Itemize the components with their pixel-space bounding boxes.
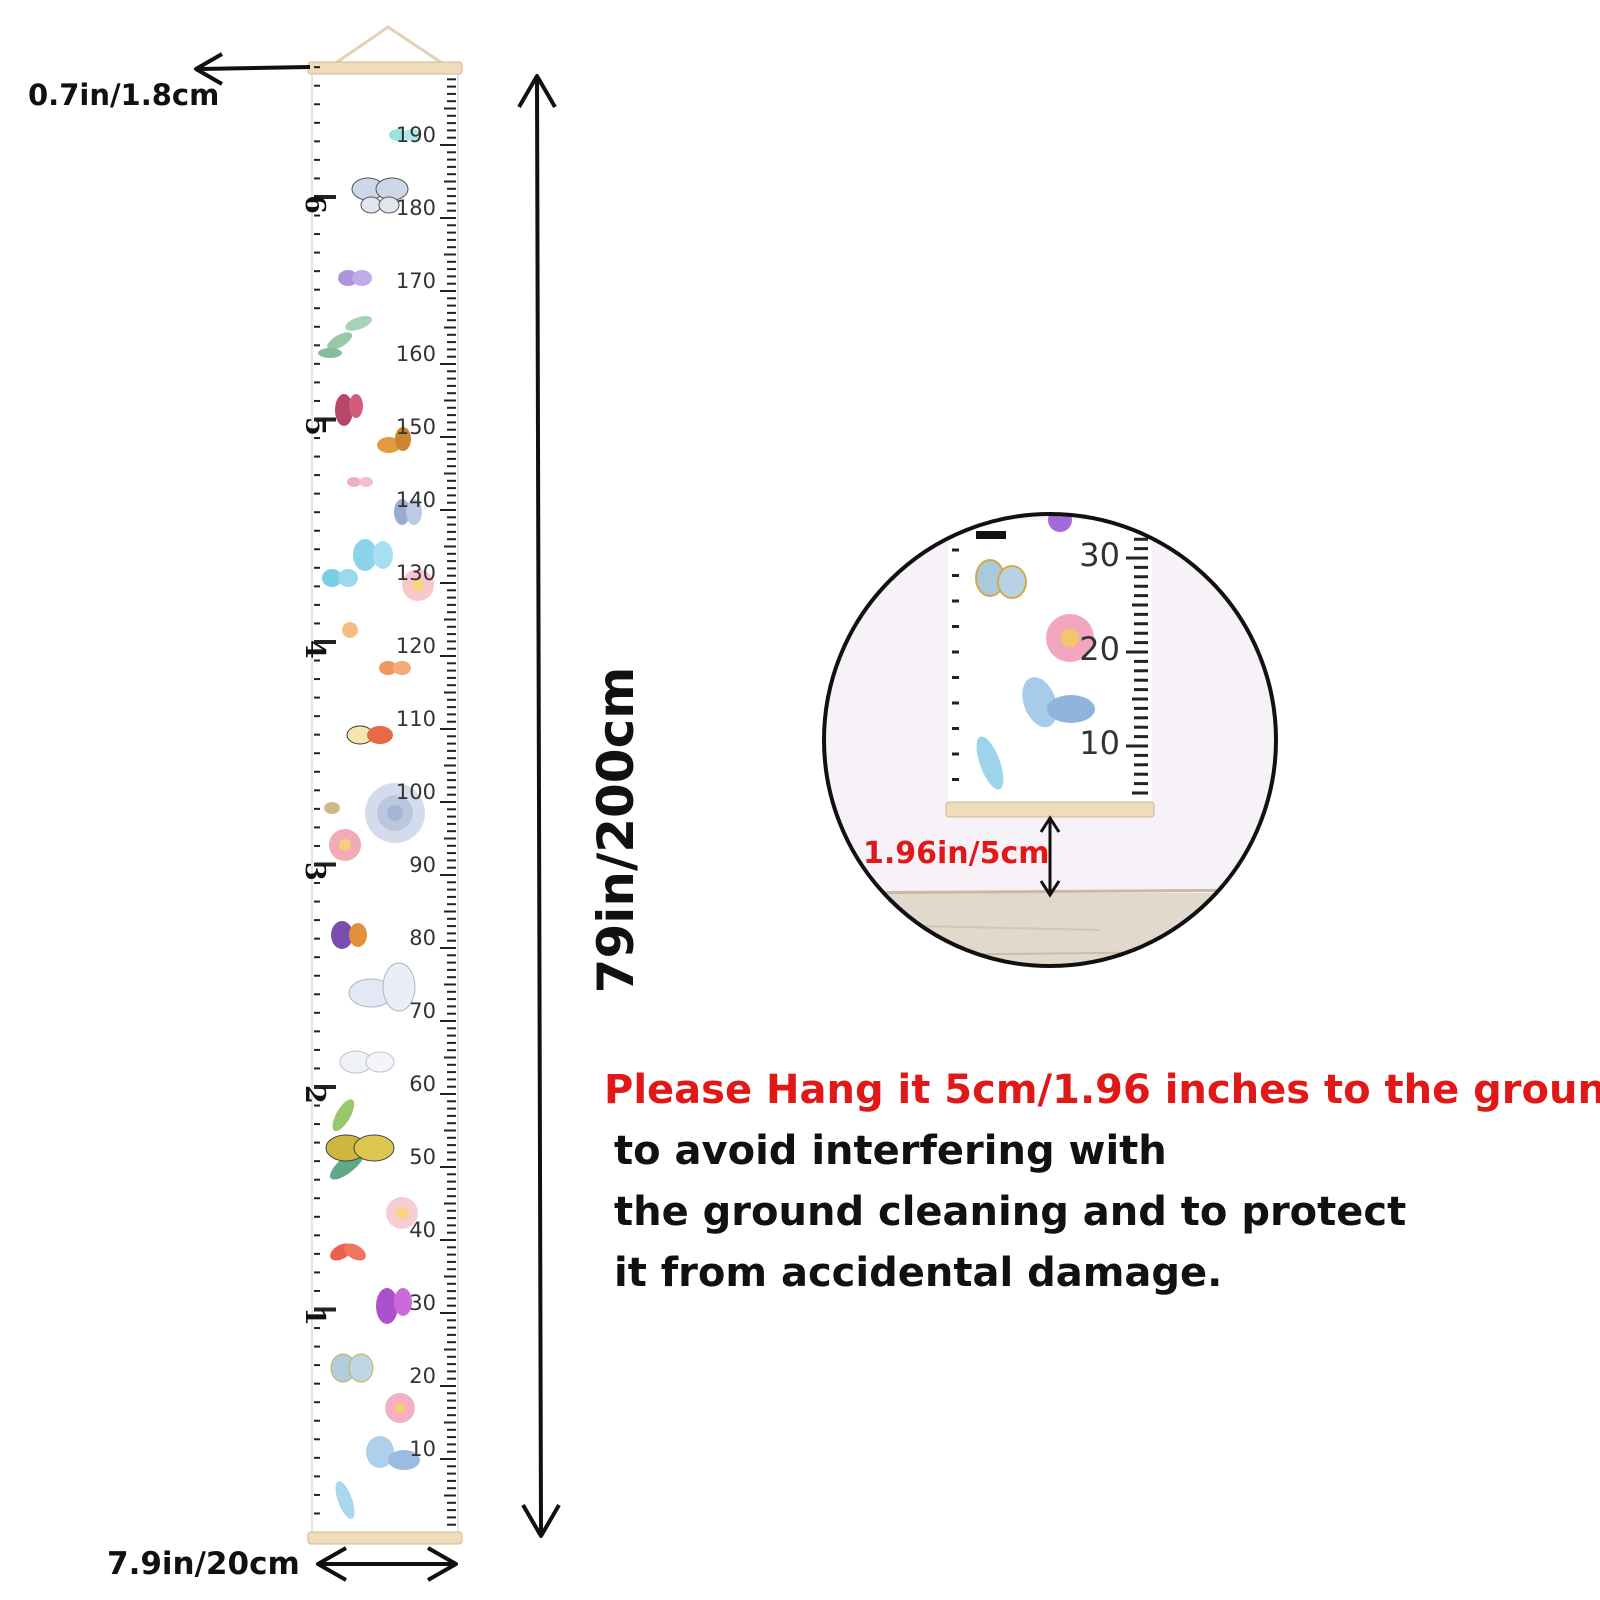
butterfly-icon [331,921,367,949]
height-arrow [517,74,561,1538]
zoom-cm-label: 30 [1079,536,1120,574]
butterfly-icon [325,1134,395,1162]
cm-label: 10 [409,1437,436,1461]
cm-label: 20 [409,1364,436,1388]
cm-label: 70 [409,999,436,1023]
height-label: 79in/200cm [587,666,645,994]
top-wooden-rod [307,61,463,75]
feather-icon [335,1481,355,1519]
ruler-ticks [314,66,456,1526]
floor [824,893,1276,966]
cm-label: 80 [409,926,436,950]
butterfly-icon [339,1050,395,1074]
top-rod-arrow [194,52,311,86]
zoom-cm-label: 10 [1079,724,1120,762]
zoom-circle-border [822,512,1278,968]
zoom-bottom-rod [945,801,1155,818]
foot-label: 6 [299,194,330,214]
cm-label: 90 [409,853,436,877]
width-arrow [316,1546,458,1582]
butterfly-icon [389,129,421,141]
cm-label: 110 [395,707,436,731]
leaf-icon [318,315,372,358]
cm-label: 50 [409,1145,436,1169]
zoom-ruler-canvas [948,520,1152,805]
notice-line: it from accidental damage. [614,1250,1223,1296]
butterfly-icon [322,569,358,587]
flower-icon [1046,614,1094,662]
cm-label: 170 [395,269,436,293]
flower-icon [1048,514,1072,532]
cm-label: 150 [395,415,436,439]
cm-label: 60 [409,1072,436,1096]
height-label-wrap: 79in/200cm [586,665,646,995]
cm-label: 30 [409,1291,436,1315]
top-rod-label: 0.7in/1.8cm [28,78,220,112]
zoom-ruler-ticks [952,528,1148,795]
width-label: 7.9in/20cm [107,1546,300,1582]
butterfly-icon [377,427,411,453]
foot-label: 5 [299,417,330,437]
butterfly-icon [1022,677,1095,728]
butterfly-icon [338,270,372,286]
butterfly-icon [366,1436,420,1470]
foot-label: 2 [299,1084,330,1104]
butterfly-icon [351,177,409,214]
butterfly-icon [330,1353,374,1383]
butterfly-icons [318,129,434,1519]
butterfly-icon [330,1243,366,1261]
cm-label: 130 [395,561,436,585]
butterfly-icon [347,477,373,487]
ground-gap-arrow [1039,815,1061,898]
cm-label: 180 [395,196,436,220]
butterfly-icon [348,962,416,1012]
cm-label: 120 [395,634,436,658]
notice-headline: Please Hang it 5cm/1.96 inches to the gr… [604,1067,1600,1113]
hanging-string [329,25,449,69]
flower-icon [386,1197,418,1229]
cm-label: 140 [395,488,436,512]
hanging-notice: Please Hang it 5cm/1.96 inches to the gr… [604,1060,1600,1304]
butterfly-icon [379,661,411,675]
flower-icon [342,622,358,638]
notice-line: to avoid interfering with [614,1128,1167,1174]
butterfly-icon [394,499,422,525]
butterfly-icon [353,539,393,571]
cm-label: 190 [395,123,436,147]
foot-label: 1 [299,1307,330,1327]
flower-icon [402,569,434,601]
zoom-detail [824,514,1276,966]
flower-icon [329,829,361,861]
cm-label: 160 [395,342,436,366]
foot-label: 3 [299,862,330,882]
feather-icon [976,736,1004,790]
butterfly-icon [335,394,363,426]
butterfly-icon [975,559,1027,599]
butterfly-icon [376,1288,412,1324]
ground-gap-label: 1.96in/5cm [863,836,1050,871]
foot-label: 4 [299,639,330,659]
zoom-cm-label: 20 [1079,630,1120,668]
cm-label: 40 [409,1218,436,1242]
butterfly-icon [324,802,340,814]
cm-label: 100 [395,780,436,804]
bottom-wooden-rod [307,1531,463,1545]
flower-icon [365,783,425,843]
notice-line: the ground cleaning and to protect [614,1189,1407,1235]
butterfly-icon [346,725,393,745]
flower-icon [385,1393,415,1423]
